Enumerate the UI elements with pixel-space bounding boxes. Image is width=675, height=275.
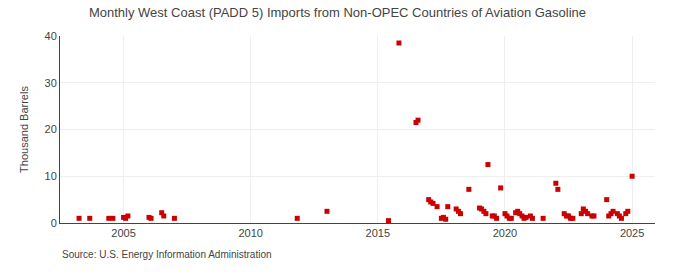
svg-text:Thousand Barrels: Thousand Barrels — [18, 86, 30, 173]
svg-text:20: 20 — [45, 123, 57, 135]
svg-text:2015: 2015 — [366, 227, 390, 239]
svg-text:2005: 2005 — [111, 227, 135, 239]
svg-text:2020: 2020 — [493, 227, 517, 239]
svg-text:Monthly West Coast (PADD 5) Im: Monthly West Coast (PADD 5) Imports from… — [89, 5, 586, 20]
svg-text:0: 0 — [51, 217, 57, 229]
svg-text:40: 40 — [45, 30, 57, 42]
svg-text:2010: 2010 — [238, 227, 262, 239]
svg-text:30: 30 — [45, 77, 57, 89]
svg-text:10: 10 — [45, 170, 57, 182]
svg-text:Source: U.S. Energy Informatio: Source: U.S. Energy Information Administ… — [62, 249, 272, 260]
svg-text:2025: 2025 — [620, 227, 644, 239]
